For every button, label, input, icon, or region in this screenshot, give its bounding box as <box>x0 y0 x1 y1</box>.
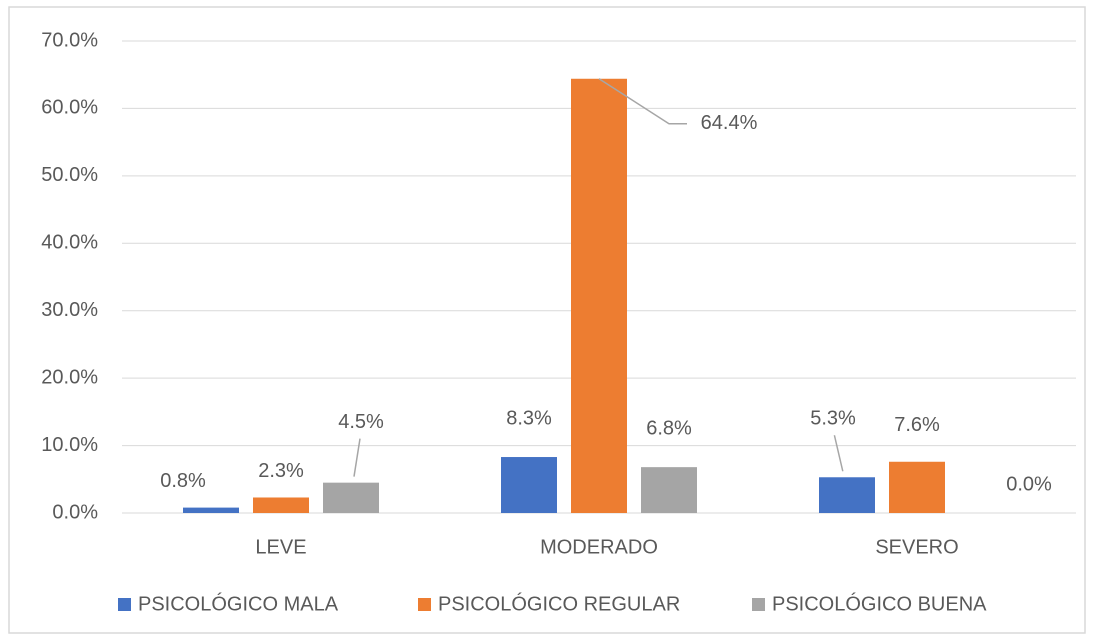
y-tick-label: 0.0% <box>52 501 98 523</box>
legend-label: PSICOLÓGICO BUENA <box>772 592 987 615</box>
x-tick-label: SEVERO <box>875 536 958 558</box>
legend-swatch <box>418 598 431 611</box>
y-tick-label: 70.0% <box>41 29 98 51</box>
leader-line <box>833 435 844 472</box>
legend-swatch <box>118 598 131 611</box>
data-label: 64.4% <box>701 112 758 134</box>
y-tick-label: 50.0% <box>41 164 98 186</box>
data-label: 2.3% <box>258 460 304 482</box>
y-tick-label: 30.0% <box>41 299 98 321</box>
y-tick-label: 60.0% <box>41 97 98 119</box>
data-label: 8.3% <box>506 407 552 429</box>
leader-line <box>598 78 687 125</box>
data-label: 0.0% <box>1006 473 1052 495</box>
data-label: 7.6% <box>894 414 940 436</box>
y-tick-label: 40.0% <box>41 232 98 254</box>
bar <box>183 507 239 513</box>
x-tick-label: LEVE <box>255 536 306 558</box>
bar <box>571 78 627 513</box>
bar <box>819 477 875 513</box>
data-label: 4.5% <box>338 411 384 433</box>
data-label: 5.3% <box>810 408 856 430</box>
x-tick-label: MODERADO <box>540 536 658 558</box>
bar <box>641 467 697 513</box>
data-label: 6.8% <box>646 417 692 439</box>
legend-swatch <box>752 598 765 611</box>
bar <box>889 461 945 513</box>
data-label: 0.8% <box>160 470 206 492</box>
bar <box>323 482 379 513</box>
chart-border <box>8 6 1086 634</box>
legend-label: PSICOLÓGICO MALA <box>138 592 339 615</box>
y-tick-label: 10.0% <box>41 434 98 456</box>
leader-line <box>353 438 361 477</box>
bar <box>253 497 309 513</box>
bar <box>501 457 557 513</box>
legend-label: PSICOLÓGICO REGULAR <box>438 592 680 615</box>
y-tick-label: 20.0% <box>41 366 98 388</box>
